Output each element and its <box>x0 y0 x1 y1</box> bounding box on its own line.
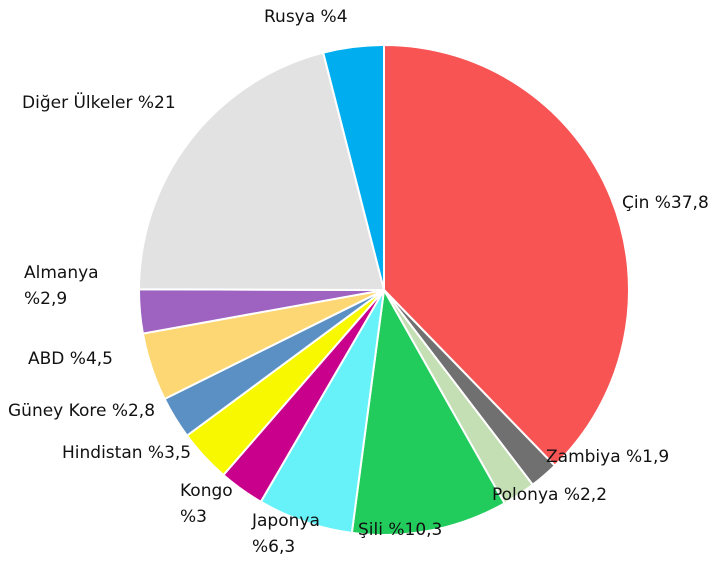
slice-label: Polonya %2,2 <box>492 485 607 505</box>
slice-label: Kongo %3 <box>180 481 233 527</box>
slice-label: Güney Kore %2,8 <box>8 401 155 421</box>
pie-slice <box>383 43 630 468</box>
slice-label: Diğer Ülkeler %21 <box>22 91 176 113</box>
pie-labels: Çin %37,8 Zambiya %1,9 Polonya %2,2 Şili %1… <box>8 7 709 557</box>
pie-slice <box>321 43 385 291</box>
slice-label: Şili %10,3 <box>358 520 442 540</box>
slice-label: Hindistan %3,5 <box>62 443 191 463</box>
pie-slices <box>137 43 630 536</box>
pie-slice <box>350 286 506 536</box>
slice-label: Almanya %2,9 <box>24 263 99 309</box>
slice-label: Çin %37,8 <box>622 193 709 213</box>
slice-label: Zambiya %1,9 <box>546 447 669 467</box>
slice-label: ABD %4,5 <box>28 349 113 369</box>
slice-label: Rusya %4 <box>264 7 348 27</box>
slice-label: Japonya %6,3 <box>251 511 320 557</box>
pie-slice <box>137 51 386 292</box>
